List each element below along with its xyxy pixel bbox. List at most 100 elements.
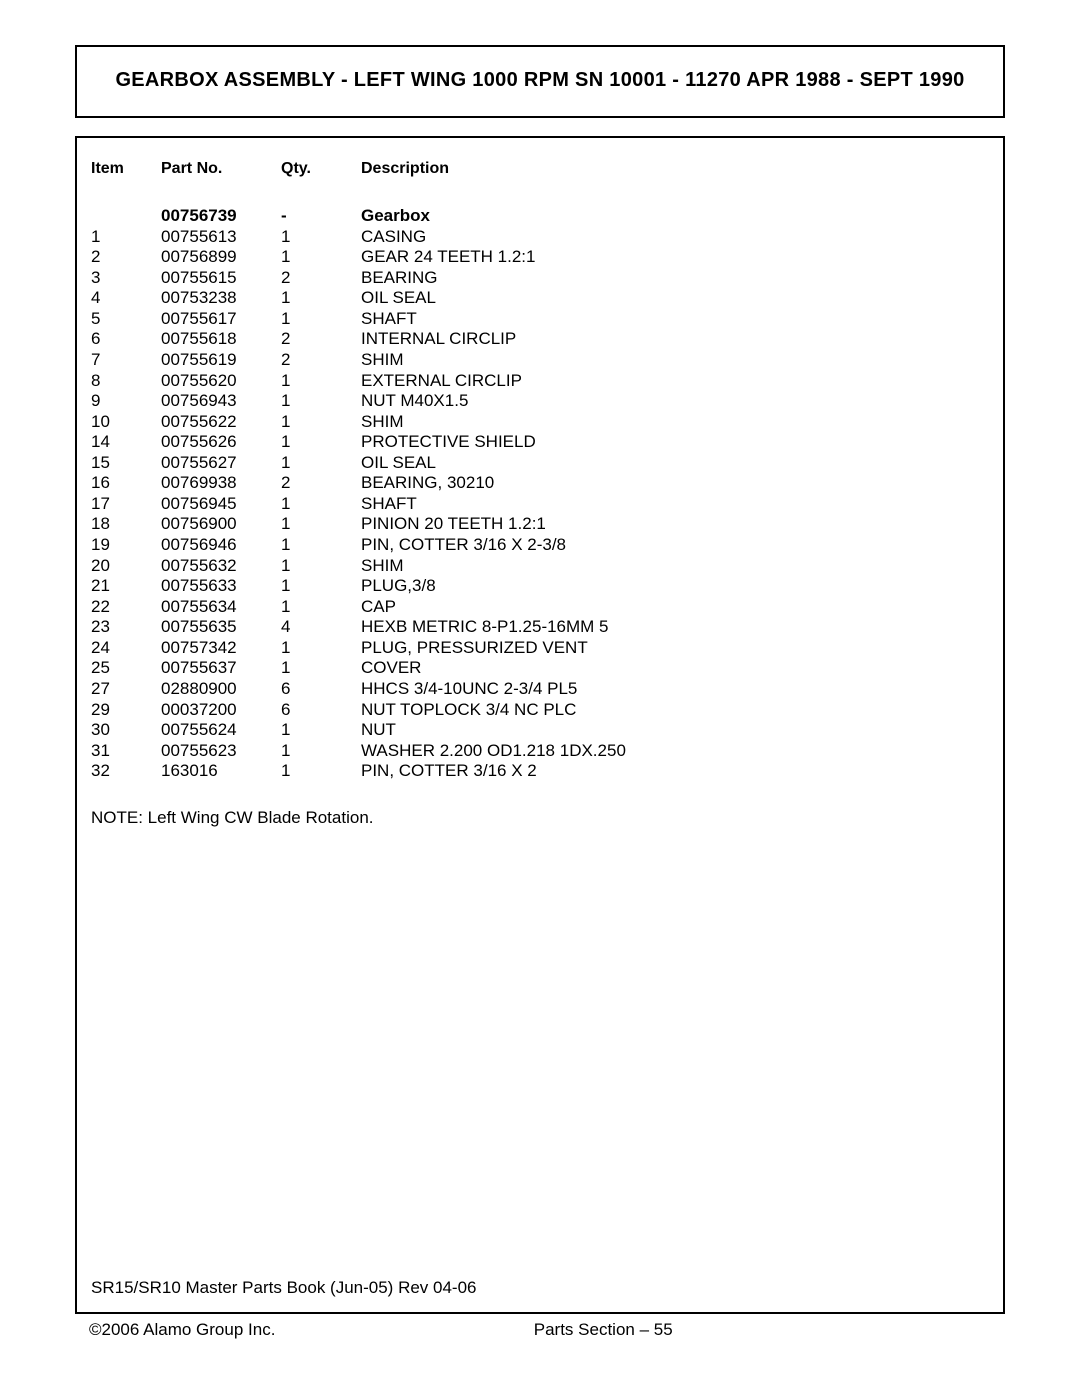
- cell-qty: 1: [281, 556, 361, 577]
- cell-part: 00755619: [161, 350, 281, 371]
- table-row: 25007556371COVER: [91, 658, 989, 679]
- cell-item: 10: [91, 412, 161, 433]
- cell-desc: SHAFT: [361, 309, 989, 330]
- cell-desc: WASHER 2.200 OD1.218 1DX.250: [361, 741, 989, 762]
- cell-qty: 1: [281, 576, 361, 597]
- cell-desc: INTERNAL CIRCLIP: [361, 329, 989, 350]
- cell-item: 7: [91, 350, 161, 371]
- table-row: 15007556271OIL SEAL: [91, 453, 989, 474]
- table-row: 8007556201EXTERNAL CIRCLIP: [91, 371, 989, 392]
- cell-desc: BEARING: [361, 268, 989, 289]
- table-row: 17007569451SHAFT: [91, 494, 989, 515]
- cell-part: 00037200: [161, 700, 281, 721]
- cell-part: 00756739: [161, 206, 281, 227]
- cell-desc: PINION 20 TEETH 1.2:1: [361, 514, 989, 535]
- page-title: GEARBOX ASSEMBLY - LEFT WING 1000 RPM SN…: [87, 69, 993, 92]
- cell-desc: PROTECTIVE SHIELD: [361, 432, 989, 453]
- cell-part: 00755627: [161, 453, 281, 474]
- cell-desc: NUT M40X1.5: [361, 391, 989, 412]
- cell-qty: 1: [281, 741, 361, 762]
- table-row: 21007556331PLUG,3/8: [91, 576, 989, 597]
- cell-qty: 4: [281, 617, 361, 638]
- cell-part: 00756945: [161, 494, 281, 515]
- cell-qty: 1: [281, 658, 361, 679]
- cell-item: 17: [91, 494, 161, 515]
- cell-part: 00755635: [161, 617, 281, 638]
- cell-item: 27: [91, 679, 161, 700]
- cell-qty: 6: [281, 679, 361, 700]
- table-row: 1007556131CASING: [91, 227, 989, 248]
- table-row: 27028809006HHCS 3/4-10UNC 2-3/4 PL5: [91, 679, 989, 700]
- table-row: 5007556171SHAFT: [91, 309, 989, 330]
- cell-desc: CASING: [361, 227, 989, 248]
- cell-qty: -: [281, 206, 361, 227]
- cell-item: 6: [91, 329, 161, 350]
- table-row: 2007568991GEAR 24 TEETH 1.2:1: [91, 247, 989, 268]
- cell-qty: 1: [281, 720, 361, 741]
- cell-desc: SHAFT: [361, 494, 989, 515]
- cell-qty: 6: [281, 700, 361, 721]
- cell-item: 14: [91, 432, 161, 453]
- cell-qty: 1: [281, 391, 361, 412]
- cell-item: 5: [91, 309, 161, 330]
- cell-qty: 2: [281, 350, 361, 371]
- cell-desc: HHCS 3/4-10UNC 2-3/4 PL5: [361, 679, 989, 700]
- cell-desc: SHIM: [361, 412, 989, 433]
- header-item: Item: [91, 160, 161, 178]
- cell-item: 8: [91, 371, 161, 392]
- cell-qty: 1: [281, 288, 361, 309]
- cell-desc: SHIM: [361, 556, 989, 577]
- cell-qty: 2: [281, 329, 361, 350]
- cell-qty: 1: [281, 309, 361, 330]
- cell-desc: EXTERNAL CIRCLIP: [361, 371, 989, 392]
- cell-part: 00755632: [161, 556, 281, 577]
- cell-desc: CAP: [361, 597, 989, 618]
- cell-item: 20: [91, 556, 161, 577]
- cell-item: 24: [91, 638, 161, 659]
- table-row: 00756739-Gearbox: [91, 206, 989, 227]
- cell-desc: NUT: [361, 720, 989, 741]
- cell-part: 00755620: [161, 371, 281, 392]
- cell-item: 16: [91, 473, 161, 494]
- cell-qty: 1: [281, 597, 361, 618]
- cell-item: 1: [91, 227, 161, 248]
- cell-part: 00756900: [161, 514, 281, 535]
- cell-item: 19: [91, 535, 161, 556]
- table-row: 3007556152BEARING: [91, 268, 989, 289]
- table-row: 22007556341CAP: [91, 597, 989, 618]
- cell-item: 4: [91, 288, 161, 309]
- cell-part: 00756943: [161, 391, 281, 412]
- cell-qty: 1: [281, 514, 361, 535]
- cell-item: 30: [91, 720, 161, 741]
- cell-part: 00755626: [161, 432, 281, 453]
- cell-qty: 1: [281, 371, 361, 392]
- cell-item: 3: [91, 268, 161, 289]
- header-qty: Qty.: [281, 160, 361, 178]
- cell-qty: 1: [281, 412, 361, 433]
- title-box: GEARBOX ASSEMBLY - LEFT WING 1000 RPM SN…: [75, 45, 1005, 118]
- cell-item: 21: [91, 576, 161, 597]
- cell-qty: 2: [281, 268, 361, 289]
- cell-item: 23: [91, 617, 161, 638]
- cell-qty: 2: [281, 473, 361, 494]
- cell-qty: 1: [281, 432, 361, 453]
- cell-item: 9: [91, 391, 161, 412]
- table-row: 9007569431NUT M40X1.5: [91, 391, 989, 412]
- cell-desc: PIN, COTTER 3/16 X 2: [361, 761, 989, 782]
- cell-part: 00756946: [161, 535, 281, 556]
- header-part: Part No.: [161, 160, 281, 178]
- document-reference: SR15/SR10 Master Parts Book (Jun-05) Rev…: [91, 1278, 477, 1298]
- cell-qty: 1: [281, 535, 361, 556]
- cell-desc: COVER: [361, 658, 989, 679]
- footer: ©2006 Alamo Group Inc. Parts Section – 5…: [75, 1320, 1005, 1340]
- cell-part: 00769938: [161, 473, 281, 494]
- cell-desc: GEAR 24 TEETH 1.2:1: [361, 247, 989, 268]
- cell-part: 00756899: [161, 247, 281, 268]
- table-row: 16007699382BEARING, 30210: [91, 473, 989, 494]
- cell-part: 00755634: [161, 597, 281, 618]
- header-desc: Description: [361, 160, 989, 178]
- cell-part: 00755618: [161, 329, 281, 350]
- cell-item: 18: [91, 514, 161, 535]
- table-row: 31007556231WASHER 2.200 OD1.218 1DX.250: [91, 741, 989, 762]
- cell-desc: HEXB METRIC 8-P1.25-16MM 5: [361, 617, 989, 638]
